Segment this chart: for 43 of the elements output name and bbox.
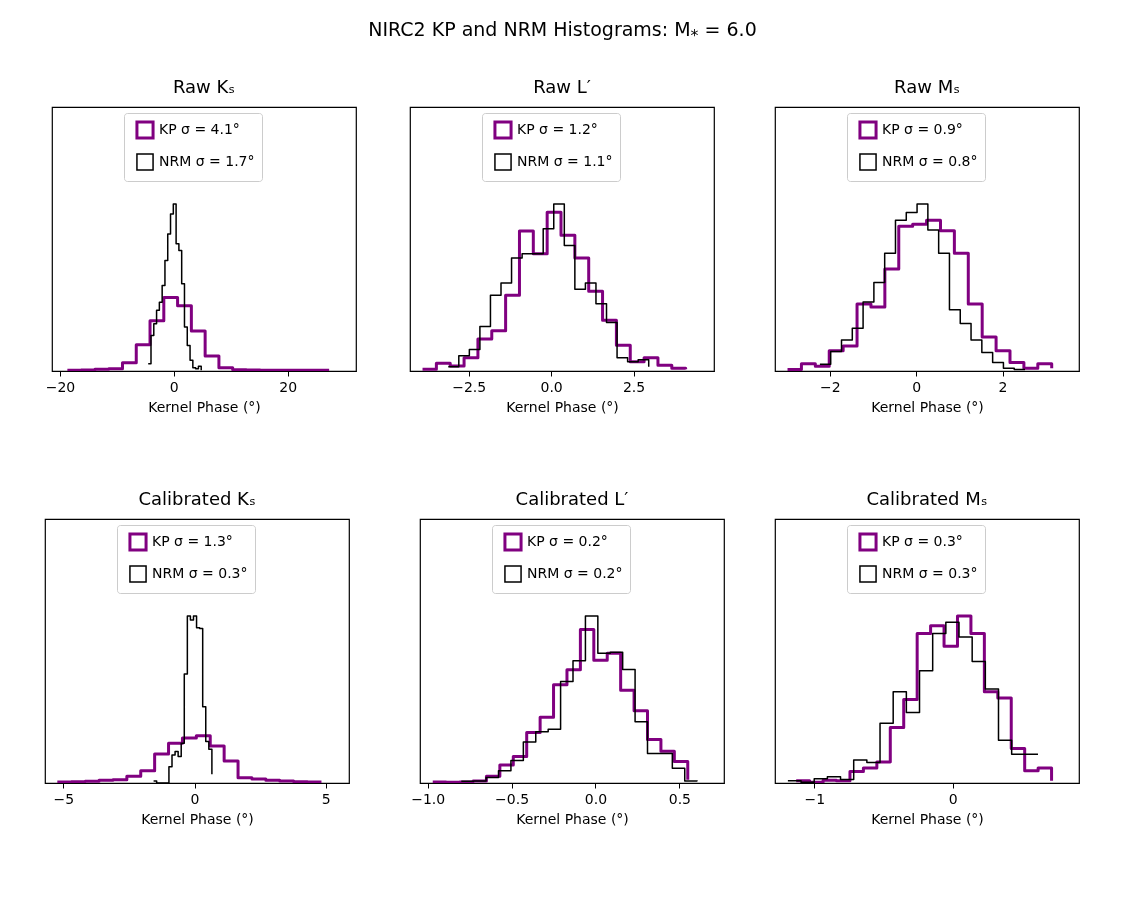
x-axis-title: Kernel Phase (°)	[871, 398, 984, 415]
x-tick-label: 0.5	[668, 790, 692, 807]
legend-label: KP σ = 0.9°	[882, 121, 963, 137]
legend-label: NRM σ = 1.7°	[159, 153, 255, 169]
chart-title: Raw L′	[533, 76, 591, 97]
x-tick-label: −20	[45, 378, 76, 395]
legend-label: NRM σ = 1.1°	[517, 153, 613, 169]
x-tick-label: −2	[820, 378, 841, 395]
x-axis-title: Kernel Phase (°)	[506, 398, 619, 415]
x-axis-title: Kernel Phase (°)	[516, 810, 629, 827]
legend-label: NRM σ = 0.3°	[152, 565, 248, 581]
x-axis-title: Kernel Phase (°)	[148, 398, 261, 415]
legend-label: NRM σ = 0.3°	[882, 565, 978, 581]
legend-label: KP σ = 1.2°	[517, 121, 598, 137]
legend-label: KP σ = 0.3°	[882, 533, 963, 549]
x-tick-label: −5	[53, 790, 75, 807]
x-axis-title: Kernel Phase (°)	[871, 810, 984, 827]
x-axis-title: Kernel Phase (°)	[141, 810, 254, 827]
x-tick-label: 0.0	[584, 790, 608, 807]
text: NIRC2 KP and NRM Histograms: M$_{*}$ = 6.0	[367, 18, 758, 45]
chart-title: Calibrated Mₛ	[866, 488, 988, 509]
x-tick-label: 5	[321, 790, 331, 807]
legend-label: KP σ = 0.2°	[527, 533, 608, 549]
x-tick-label: −2.5	[452, 378, 487, 395]
chart-title: Calibrated L′	[515, 488, 629, 509]
x-tick-label: −1	[804, 790, 826, 807]
chart-title: Calibrated Kₛ	[138, 488, 256, 509]
legend-label: KP σ = 1.3°	[152, 533, 233, 549]
chart-title: Raw Mₛ	[894, 76, 960, 97]
x-tick-label: 0	[912, 378, 922, 395]
x-tick-label: 2	[998, 378, 1008, 395]
x-tick-label: 20	[279, 378, 298, 395]
x-tick-label: 0	[190, 790, 200, 807]
legend-label: NRM σ = 0.8°	[882, 153, 978, 169]
legend-label: KP σ = 4.1°	[159, 121, 240, 137]
legend-label: NRM σ = 0.2°	[527, 565, 623, 581]
chart-title: Raw Kₛ	[172, 76, 236, 97]
x-tick-label: 0	[169, 378, 179, 395]
x-tick-label: 2.5	[622, 378, 646, 395]
x-tick-label: 0.0	[540, 378, 563, 395]
x-tick-label: −1.0	[411, 790, 446, 807]
x-tick-label: 0	[948, 790, 958, 807]
x-tick-label: −0.5	[495, 790, 530, 807]
